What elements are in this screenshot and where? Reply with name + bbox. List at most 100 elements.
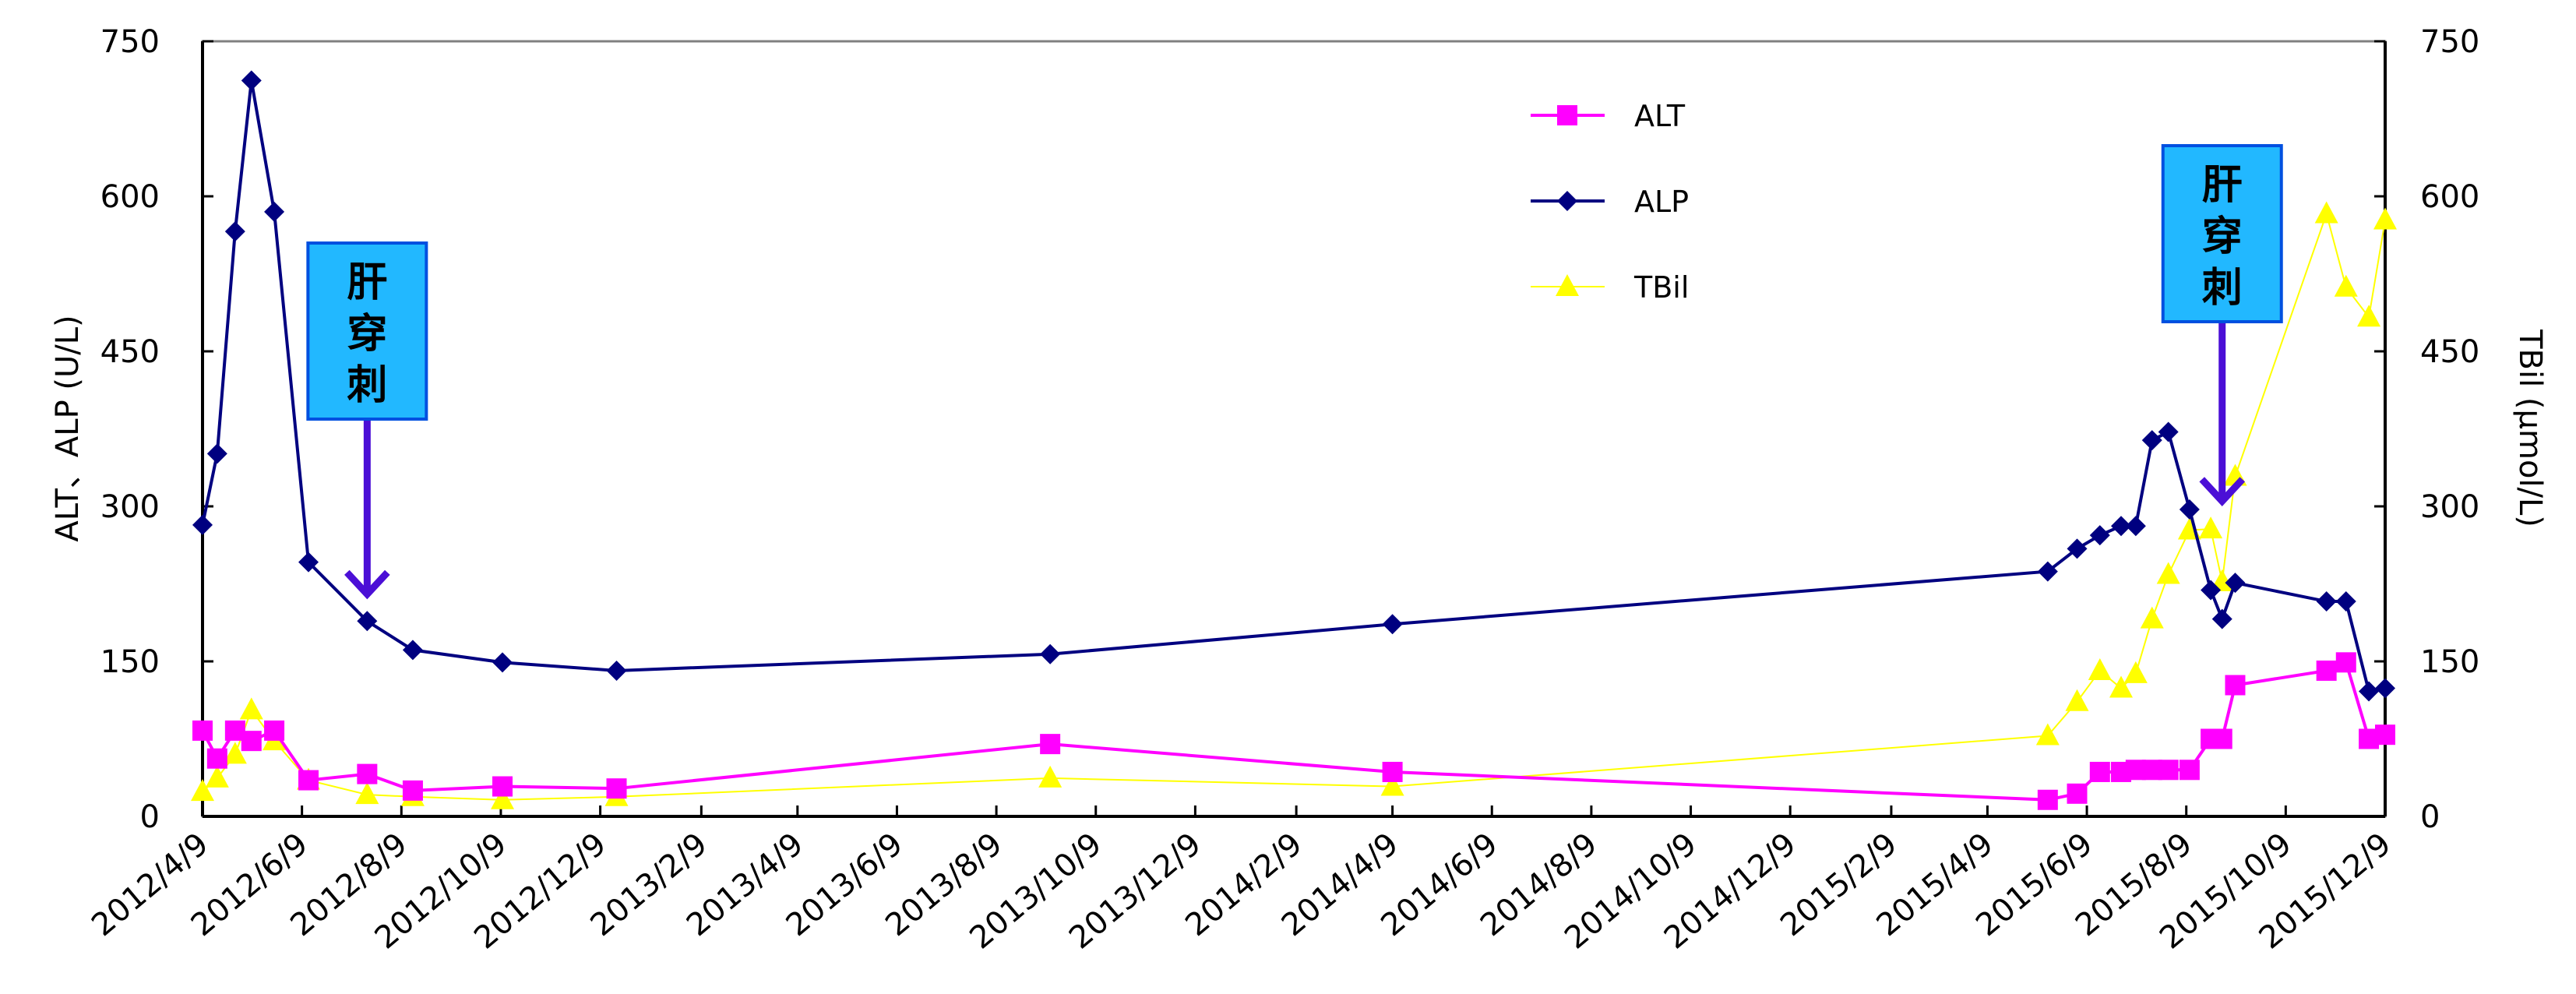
y2-tick-label: 150 <box>2420 644 2479 680</box>
annotation-box <box>306 241 428 421</box>
alp-point <box>192 514 213 535</box>
y-tick-label: 450 <box>100 334 160 370</box>
alt-point <box>2037 789 2058 810</box>
tbil-line <box>202 211 2386 801</box>
alt-point <box>492 776 513 797</box>
tbil-point <box>2140 606 2164 629</box>
alt-point <box>2335 652 2356 673</box>
alt-point <box>2179 760 2200 781</box>
annotation-text: 穿 <box>2202 213 2243 260</box>
alp-line <box>201 80 2386 693</box>
y2-tick-label: 450 <box>2420 334 2479 370</box>
tbil-point <box>191 779 214 802</box>
legend-marker-alt <box>1557 105 1577 125</box>
y-tick-label: 600 <box>100 179 160 215</box>
legend-label-alp: ALP <box>1634 185 1689 219</box>
alt-point <box>2211 728 2232 749</box>
series-alp <box>192 70 2395 702</box>
alp-point <box>2211 608 2232 629</box>
tbil-point <box>205 765 229 788</box>
alp-point <box>264 201 285 222</box>
y2-tick-label: 300 <box>2420 489 2479 525</box>
alt-point <box>298 770 319 791</box>
series-tbil <box>191 201 2397 809</box>
alt-point <box>2225 675 2246 696</box>
alp-point <box>357 611 378 632</box>
alt-point <box>606 778 627 799</box>
alp-point <box>606 660 627 681</box>
legend-label-alt: ALT <box>1634 99 1686 133</box>
annotation-text: 穿 <box>347 311 387 358</box>
alt-point <box>2089 761 2110 782</box>
alp-point <box>298 552 319 573</box>
y2-tick-label: 600 <box>2420 179 2479 215</box>
tbil-point <box>2373 207 2397 230</box>
tbil-point <box>491 787 515 809</box>
alp-point <box>402 640 423 661</box>
alt-point <box>264 720 285 741</box>
tbil-point <box>2156 562 2180 584</box>
y2-tick-label: 750 <box>2420 24 2479 60</box>
tbil-point <box>2357 305 2381 327</box>
y2-axis-title: TBil (μmol/L) <box>2512 329 2548 527</box>
alp-point <box>2375 678 2395 699</box>
alt-line <box>201 660 2386 802</box>
plot-frame <box>201 40 2387 818</box>
y-tick-label: 750 <box>100 24 160 60</box>
y-axis-title: ALT、ALP (U/L) <box>50 315 86 541</box>
tbil-point <box>2123 661 2148 683</box>
tbil-point <box>223 742 247 764</box>
y-tick-label: 300 <box>100 489 160 525</box>
tbil-point <box>2088 657 2112 680</box>
tbil-point <box>2314 201 2338 224</box>
alp-point <box>2335 591 2356 612</box>
alp-point <box>2125 516 2146 537</box>
y-tick-label: 0 <box>140 799 160 835</box>
alp-point <box>2225 573 2246 594</box>
liver-biopsy-annotation: 肝穿刺 <box>2161 144 2283 506</box>
alp-point <box>241 70 262 91</box>
alt-point <box>2316 660 2337 681</box>
alt-point <box>2158 760 2179 781</box>
alp-point <box>2201 580 2222 601</box>
alt-point <box>2375 724 2395 746</box>
alp-point <box>2158 421 2179 442</box>
tbil-point <box>2109 675 2133 698</box>
alp-point <box>2067 538 2088 559</box>
annotation-box <box>2161 144 2283 323</box>
alt-point <box>192 720 213 741</box>
alt-point <box>1040 734 1061 755</box>
tbil-point <box>2065 689 2089 711</box>
alp-point <box>2359 681 2380 702</box>
legend-marker-tbil <box>1556 274 1579 296</box>
alp-point <box>2037 561 2058 582</box>
y2-tick-label: 0 <box>2420 799 2440 835</box>
annotation-text: 肝 <box>2202 162 2243 209</box>
annotation-text: 肝 <box>347 259 387 306</box>
legend-marker-alp <box>1557 191 1577 211</box>
tbil-point <box>2334 274 2358 297</box>
alp-point <box>492 652 513 673</box>
alt-point <box>1382 761 1403 782</box>
alp-point <box>1040 643 1061 664</box>
alt-point <box>2067 783 2088 804</box>
annotation-text: 刺 <box>2202 265 2243 312</box>
series-alt <box>192 652 2395 810</box>
arrow-head-icon <box>2199 477 2246 506</box>
alt-point <box>206 748 227 769</box>
tbil-point <box>239 697 263 720</box>
alp-point <box>1382 614 1403 635</box>
alp-point <box>2141 430 2162 451</box>
alt-point <box>357 763 378 784</box>
liver-biopsy-annotation: 肝穿刺 <box>306 241 428 600</box>
legend: ALT ALP TBil <box>1531 99 1689 305</box>
legend-label-tbil: TBil <box>1633 270 1689 305</box>
alp-point <box>224 221 245 242</box>
y-tick-label: 150 <box>100 644 160 680</box>
alp-point <box>2316 591 2337 612</box>
alp-point <box>2110 516 2131 537</box>
tbil-point <box>1380 774 1404 796</box>
tbil-point <box>355 782 379 805</box>
arrow-head-icon <box>344 569 390 600</box>
